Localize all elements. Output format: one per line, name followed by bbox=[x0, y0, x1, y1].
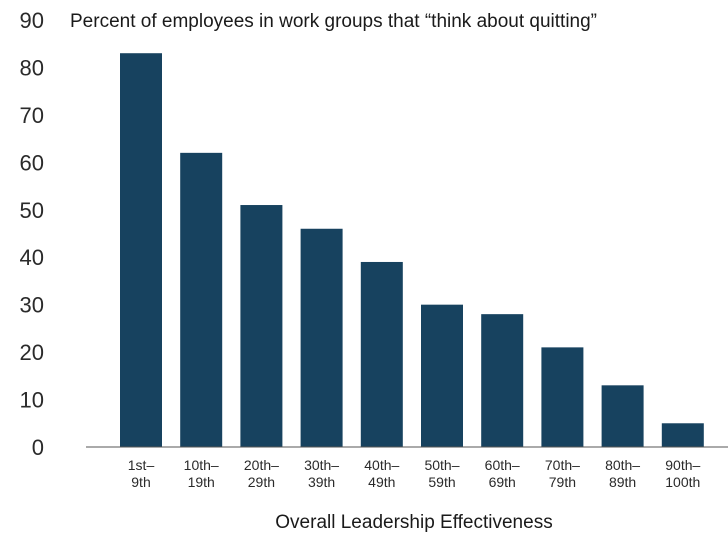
bar bbox=[120, 53, 162, 447]
x-tick-label: 10th– 19th bbox=[184, 457, 219, 490]
chart-title: Percent of employees in work groups that… bbox=[70, 11, 597, 32]
x-tick-label-line: 39th bbox=[308, 474, 335, 490]
x-tick-label-line: 30th– bbox=[304, 457, 339, 473]
y-tick-label: 10 bbox=[20, 388, 44, 413]
bar bbox=[301, 229, 343, 447]
x-tick-label: 50th– 59th bbox=[424, 457, 459, 490]
x-tick-label-line: 40th– bbox=[364, 457, 399, 473]
x-tick-label-line: 80th– bbox=[605, 457, 640, 473]
bar bbox=[662, 423, 704, 447]
x-tick-label: 90th– 100th bbox=[665, 457, 700, 490]
y-tick-label: 60 bbox=[20, 150, 44, 175]
x-tick-label-line: 69th bbox=[489, 474, 516, 490]
y-tick-label: 90 bbox=[20, 8, 44, 33]
bar bbox=[240, 205, 282, 447]
bar bbox=[180, 153, 222, 447]
x-tick-label-line: 89th bbox=[609, 474, 636, 490]
y-tick-label: 0 bbox=[32, 435, 44, 460]
x-axis-label: Overall Leadership Effectiveness bbox=[275, 512, 552, 533]
x-tick-label: 70th– 79th bbox=[545, 457, 580, 490]
x-tick-label-line: 79th bbox=[549, 474, 576, 490]
y-tick-label: 50 bbox=[20, 198, 44, 223]
x-tick-label-line: 90th– bbox=[665, 457, 700, 473]
bar bbox=[541, 347, 583, 447]
bar bbox=[361, 262, 403, 447]
y-tick-label: 80 bbox=[20, 55, 44, 80]
x-tick-label-line: 100th bbox=[665, 474, 700, 490]
x-tick-label: 80th– 89th bbox=[605, 457, 640, 490]
x-tick-label-line: 9th bbox=[131, 474, 150, 490]
x-axis: 1st– 9th 10th– 19th 20th– 29th 30th– 39th 40th– 4… bbox=[128, 457, 701, 490]
x-tick-label-line: 29th bbox=[248, 474, 275, 490]
x-tick-label: 30th– 39th bbox=[304, 457, 339, 490]
x-tick-label-line: 60th– bbox=[485, 457, 520, 473]
y-tick-label: 30 bbox=[20, 293, 44, 318]
y-tick-label: 40 bbox=[20, 245, 44, 270]
x-tick-label-line: 20th– bbox=[244, 457, 279, 473]
x-tick-label-line: 19th bbox=[188, 474, 215, 490]
x-tick-label-line: 50th– bbox=[424, 457, 459, 473]
y-tick-label: 20 bbox=[20, 340, 44, 365]
x-tick-label-line: 59th bbox=[428, 474, 455, 490]
x-tick-label: 40th– 49th bbox=[364, 457, 399, 490]
y-tick-label: 70 bbox=[20, 103, 44, 128]
x-tick-label-line: 1st– bbox=[128, 457, 155, 473]
x-tick-label: 60th– 69th bbox=[485, 457, 520, 490]
y-axis: 0 10 20 30 40 50 60 70 80 90 bbox=[20, 8, 44, 460]
x-tick-label: 20th– 29th bbox=[244, 457, 279, 490]
bars bbox=[120, 53, 704, 447]
bar bbox=[421, 305, 463, 447]
x-tick-label-line: 10th– bbox=[184, 457, 219, 473]
bar bbox=[481, 314, 523, 447]
x-tick-label: 1st– 9th bbox=[128, 457, 155, 490]
x-tick-label-line: 70th– bbox=[545, 457, 580, 473]
x-tick-label-line: 49th bbox=[368, 474, 395, 490]
bar bbox=[602, 385, 644, 447]
